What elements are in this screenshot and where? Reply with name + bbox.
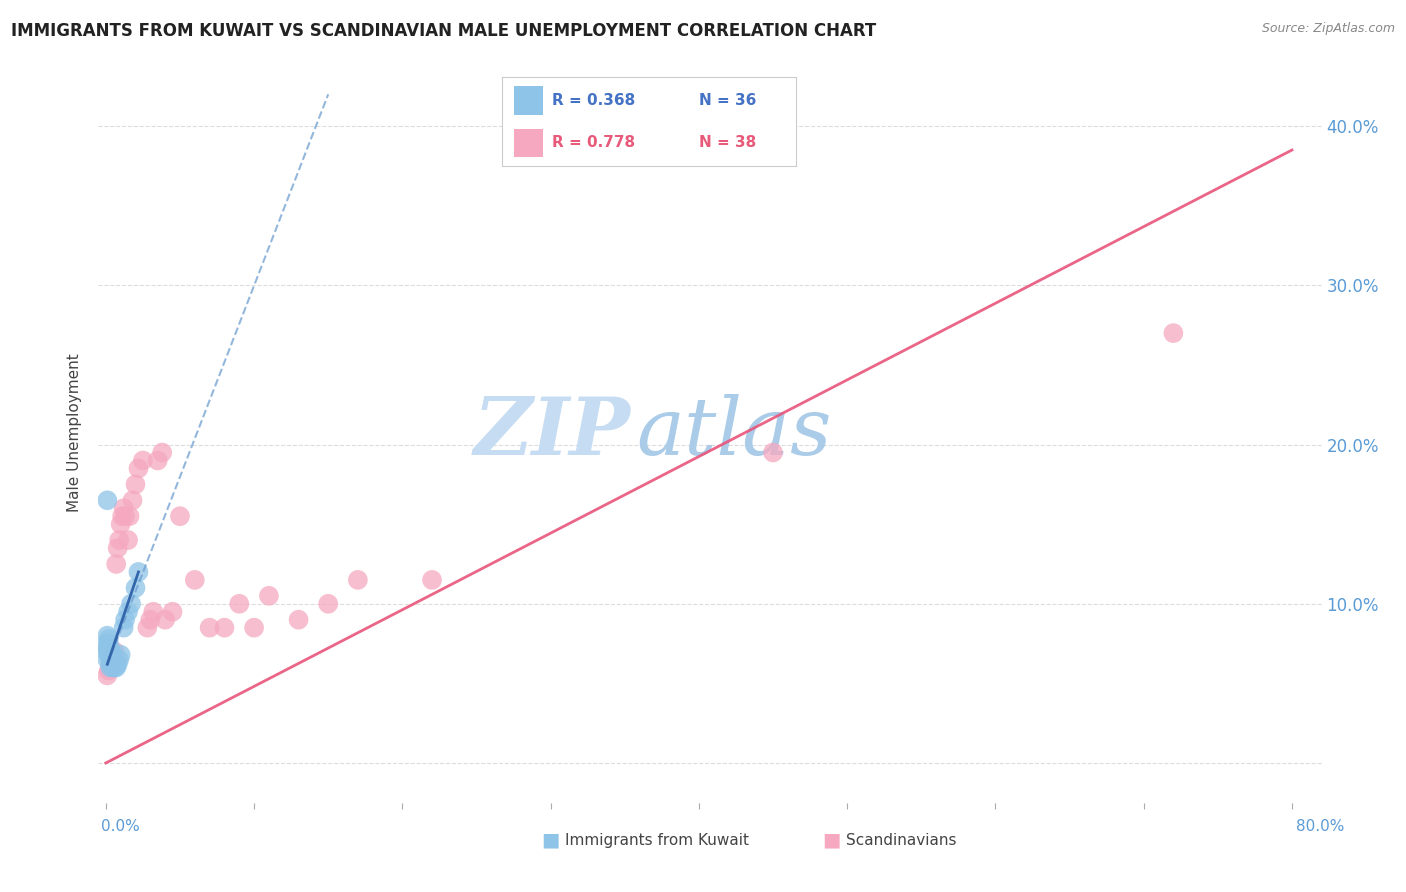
Point bbox=[104, 660, 127, 674]
Text: ■: ■ bbox=[541, 830, 560, 850]
Point bbox=[132, 453, 155, 467]
Text: 80.0%: 80.0% bbox=[1296, 819, 1344, 834]
Point bbox=[127, 565, 149, 579]
Point bbox=[347, 573, 370, 587]
Point bbox=[136, 621, 159, 635]
Point bbox=[104, 657, 127, 672]
Point bbox=[98, 641, 121, 656]
Point bbox=[112, 501, 135, 516]
Point bbox=[287, 613, 309, 627]
Point bbox=[110, 517, 132, 532]
Point bbox=[97, 632, 120, 646]
Point bbox=[184, 573, 207, 587]
Point bbox=[420, 573, 443, 587]
Point bbox=[105, 557, 128, 571]
Point bbox=[120, 597, 142, 611]
Text: atlas: atlas bbox=[637, 394, 832, 471]
Point bbox=[112, 621, 135, 635]
Text: Source: ZipAtlas.com: Source: ZipAtlas.com bbox=[1261, 22, 1395, 36]
Text: Scandinavians: Scandinavians bbox=[846, 833, 957, 847]
Point bbox=[214, 621, 236, 635]
Point bbox=[100, 648, 122, 662]
Point bbox=[103, 652, 125, 666]
Point bbox=[117, 533, 139, 547]
Point bbox=[98, 652, 121, 666]
Point bbox=[96, 644, 118, 658]
Point bbox=[198, 621, 221, 635]
Point bbox=[103, 660, 125, 674]
Point bbox=[124, 581, 146, 595]
Point bbox=[96, 629, 118, 643]
Point bbox=[107, 657, 129, 672]
Point bbox=[150, 445, 173, 459]
Point bbox=[110, 648, 132, 662]
Point bbox=[98, 657, 121, 672]
Point bbox=[142, 605, 165, 619]
Text: 0.0%: 0.0% bbox=[101, 819, 141, 834]
Point bbox=[107, 541, 129, 555]
Point bbox=[108, 533, 131, 547]
Point bbox=[97, 664, 120, 678]
Point bbox=[121, 493, 143, 508]
Point bbox=[100, 657, 122, 672]
Point bbox=[243, 621, 266, 635]
Text: ZIP: ZIP bbox=[474, 394, 630, 471]
Point bbox=[98, 660, 121, 674]
Y-axis label: Male Unemployment: Male Unemployment bbox=[67, 353, 83, 512]
Point bbox=[139, 613, 162, 627]
Point bbox=[100, 657, 122, 672]
Point bbox=[98, 660, 121, 674]
Point bbox=[316, 597, 339, 611]
Point bbox=[96, 637, 118, 651]
Point bbox=[762, 445, 785, 459]
Point bbox=[98, 648, 121, 662]
Point bbox=[98, 644, 121, 658]
Point bbox=[97, 641, 120, 656]
Point bbox=[127, 461, 149, 475]
Point bbox=[96, 493, 118, 508]
Point bbox=[124, 477, 146, 491]
Text: Immigrants from Kuwait: Immigrants from Kuwait bbox=[565, 833, 749, 847]
Point bbox=[96, 652, 118, 666]
Point bbox=[1163, 326, 1185, 340]
Point bbox=[111, 509, 134, 524]
Text: IMMIGRANTS FROM KUWAIT VS SCANDINAVIAN MALE UNEMPLOYMENT CORRELATION CHART: IMMIGRANTS FROM KUWAIT VS SCANDINAVIAN M… bbox=[11, 22, 876, 40]
Point bbox=[117, 605, 139, 619]
Point bbox=[118, 509, 141, 524]
Point bbox=[96, 668, 118, 682]
Point bbox=[146, 453, 169, 467]
Point bbox=[97, 637, 120, 651]
Point bbox=[228, 597, 250, 611]
Point bbox=[114, 509, 136, 524]
Point bbox=[257, 589, 280, 603]
Point bbox=[100, 652, 122, 666]
Point bbox=[100, 644, 122, 658]
Point bbox=[103, 657, 125, 672]
Point bbox=[103, 652, 125, 666]
Point bbox=[96, 641, 118, 656]
Point bbox=[97, 644, 120, 658]
Point bbox=[105, 660, 128, 674]
Point bbox=[97, 648, 120, 662]
Point bbox=[108, 652, 131, 666]
Point bbox=[114, 613, 136, 627]
Point bbox=[162, 605, 184, 619]
Text: ■: ■ bbox=[823, 830, 841, 850]
Point bbox=[169, 509, 191, 524]
Point bbox=[153, 613, 176, 627]
Point bbox=[104, 644, 127, 658]
